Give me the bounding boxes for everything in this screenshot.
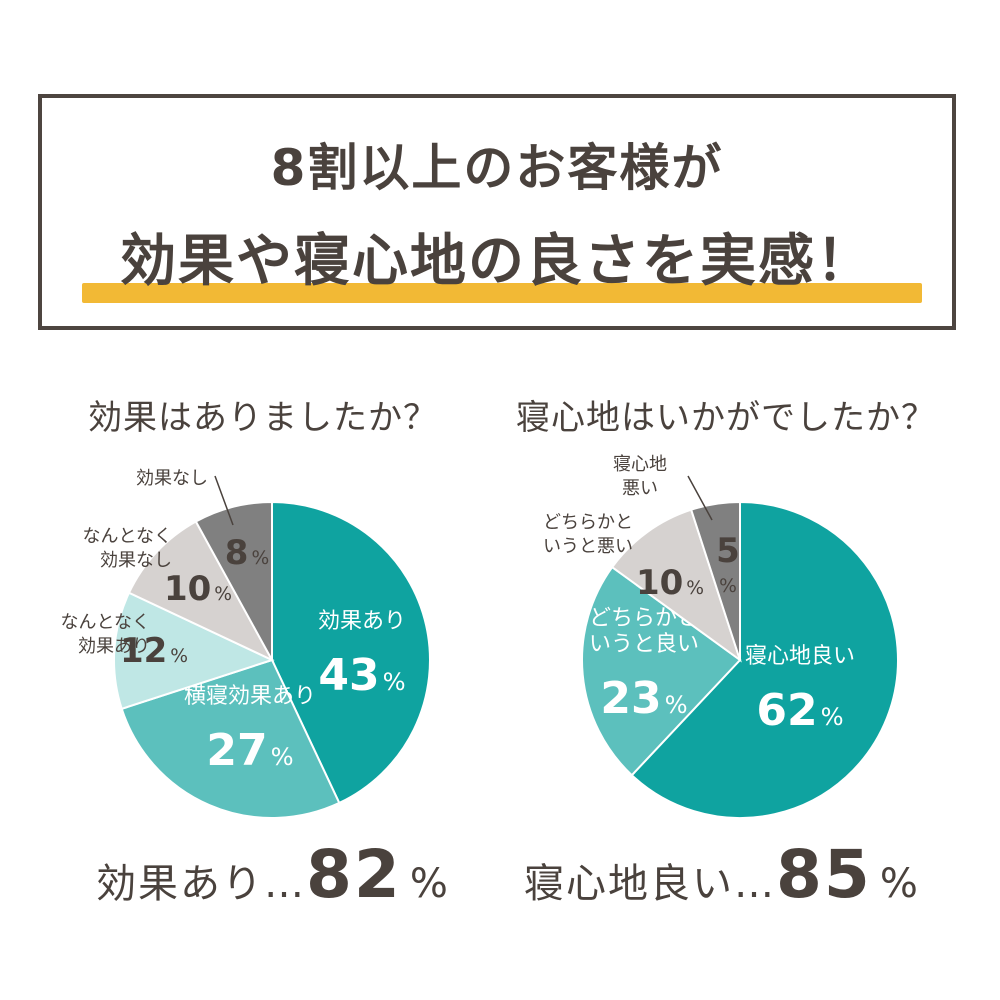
chart1-slice-1	[271, 500, 431, 805]
chart1-slice-1-value: 43%	[318, 650, 405, 701]
chart1-slice-2-name: 横寝効果あり	[184, 684, 316, 709]
chart1-slice-4-value: 10%	[164, 569, 232, 609]
chart1-slice-3-value: 12%	[120, 631, 188, 671]
chart1-slice-5-callout: 効果なし	[136, 468, 208, 489]
chart1-slice-5-value: 8%	[225, 533, 269, 573]
chart2-slice-1-value: 62%	[756, 685, 843, 736]
chart2-slice-4-callout: 寝心地	[613, 454, 667, 475]
chart1-slice-2-value: 27%	[206, 725, 293, 776]
headline-highlight-bar	[82, 283, 922, 303]
chart1-summary-unit: %	[409, 861, 448, 907]
chart2-slice-4-value: 5	[716, 531, 740, 571]
chart2-slice-4-callout: 悪い	[622, 478, 658, 499]
chart1-summary-value: 82	[306, 836, 402, 913]
chart1-slice-4-callout: 効果なし	[100, 550, 172, 571]
chart1-slice-3-callout: なんとなく	[61, 612, 150, 633]
chart1-slice-5	[194, 500, 273, 661]
headline-line-2: 効果や寝心地の良さを実感！	[120, 229, 874, 294]
chart1-slice-5-leader-line	[214, 475, 234, 526]
chart2-slice-3-callout: どちらかと	[543, 512, 633, 533]
chart1-title: 効果はありましたか？	[88, 398, 438, 438]
chart1-summary: 効果あり…82%	[96, 836, 448, 913]
chart2-summary-value: 85	[776, 836, 872, 913]
headline-line-1: 8割以上のお客様が	[270, 139, 724, 197]
chart1-slice-2	[120, 658, 341, 819]
chart2-slice-1-name: 寝心地良い	[745, 644, 855, 669]
chart2-slice-2-value: 23%	[600, 673, 687, 724]
chart1-slice-4	[127, 520, 275, 663]
chart1-slice-3-callout: 効果あり	[78, 636, 150, 657]
chart1-slice-4-callout: なんとなく	[83, 526, 172, 547]
chart2-summary: 寝心地良い…85%	[524, 836, 918, 913]
chart2-slice-3-callout: いうと悪い	[543, 536, 633, 557]
chart2-slice-4	[689, 500, 741, 661]
chart2-summary-label: 寝心地良い…	[524, 861, 776, 907]
chart1-slice-1-name: 効果あり	[318, 609, 406, 634]
chart2-title: 寝心地はいかがでしたか？	[516, 398, 936, 438]
chart2-slice-3	[610, 508, 742, 663]
chart2-slice-2	[581, 565, 742, 777]
chart2-slice-2-name: いうと良い	[589, 632, 699, 657]
chart2-slice-3-value: 10%	[636, 563, 704, 603]
chart2-summary-unit: %	[879, 861, 918, 907]
chart2-slice-4-leader-line	[687, 475, 713, 521]
chart2-slice-4-unit: %	[719, 576, 737, 597]
chart1-summary-label: 効果あり…	[96, 861, 306, 907]
chart2-slice-1	[630, 500, 899, 819]
chart1-slice-3	[113, 591, 275, 711]
headline-box: 8割以上のお客様が 効果や寝心地の良さを実感！	[38, 94, 956, 330]
